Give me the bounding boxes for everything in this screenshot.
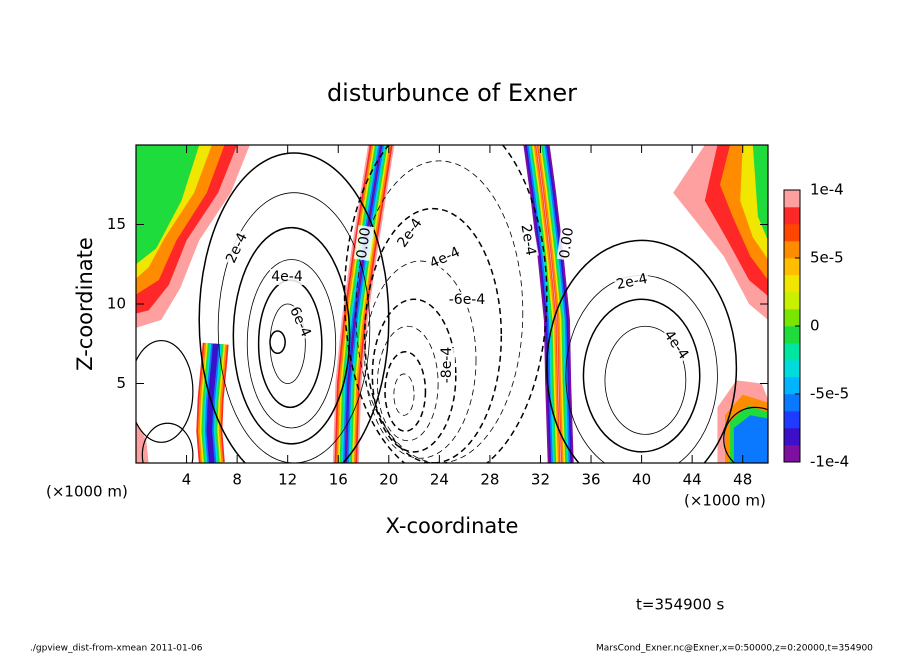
contour-label: 2e-4	[615, 271, 649, 293]
contour-line	[565, 275, 718, 463]
colorbar-band	[784, 258, 800, 276]
contour-line	[217, 192, 371, 463]
contour-line	[384, 350, 427, 432]
colorbar-tick-label: -5e-5	[810, 385, 849, 403]
plot-area	[136, 145, 768, 463]
contour-line	[546, 239, 738, 463]
color-region	[136, 145, 200, 265]
colorbar-band	[784, 241, 800, 259]
contour-label-bg	[613, 270, 651, 294]
contour-label: 6e-4	[286, 304, 314, 339]
colorbar-band	[784, 207, 800, 225]
contour-label: 4e-4	[427, 244, 462, 272]
contour-line	[141, 422, 194, 463]
x-tick-label: 4	[182, 471, 192, 489]
color-region	[752, 145, 768, 241]
colorbar-band	[784, 343, 800, 361]
colorbar-tick-label: 1e-4	[810, 181, 844, 199]
colorbar-band	[784, 428, 800, 446]
contour-line	[257, 279, 323, 409]
x-tick-label: 24	[430, 471, 449, 489]
contour-label-bg	[285, 303, 315, 341]
contour-label-bg	[450, 292, 484, 308]
x-tick-label: 16	[329, 471, 348, 489]
x-axis-label: X-coordinate	[386, 514, 519, 538]
x-tick-label: 48	[733, 471, 752, 489]
contour-label: -6e-4	[449, 292, 486, 308]
x-tick-label: 36	[581, 471, 600, 489]
colorbar-tick-label: 0	[810, 317, 820, 335]
contour-label: -8e-4	[439, 347, 455, 384]
contour-line	[246, 259, 337, 429]
contour-line	[269, 330, 286, 355]
colorbar-band	[784, 360, 800, 378]
contour-line	[723, 406, 768, 463]
x-unit-label: (×1000 m)	[684, 492, 766, 510]
colorbar-tick-label: 5e-5	[810, 249, 844, 267]
colorbar-band	[784, 292, 800, 310]
colorbar-band	[784, 309, 800, 327]
footer-right: MarsCond_Exner.nc@Exner,x=0:50000,z=0:20…	[596, 644, 873, 654]
colorbar-band	[784, 224, 800, 242]
colorbar-band	[784, 326, 800, 344]
contour-label-bg	[439, 348, 455, 382]
contour-label-bg	[556, 225, 578, 261]
x-tick-label: 20	[379, 471, 398, 489]
contour-line	[355, 160, 524, 463]
color-streak	[536, 145, 562, 463]
contour-label-bg	[353, 225, 375, 261]
time-label: t=354900 s	[636, 596, 724, 614]
contour-label: 0.00	[354, 226, 374, 259]
x-tick-label: 12	[278, 471, 297, 489]
contour-label-bg	[426, 243, 464, 273]
x-tick-label: 32	[531, 471, 550, 489]
contour-line	[371, 298, 457, 453]
contour-label: 2e-4	[517, 223, 538, 257]
contour-line	[343, 145, 548, 463]
colorbar-band	[784, 394, 800, 412]
x-tick-label: 28	[480, 471, 499, 489]
contour-line	[393, 373, 415, 416]
color-region	[136, 423, 149, 463]
colorbar-band	[784, 190, 800, 208]
contour-line	[136, 339, 194, 443]
contour-line	[364, 207, 503, 463]
y-tick-label: 5	[116, 374, 126, 392]
x-tick-label: 40	[632, 471, 651, 489]
x-tick-label: 8	[232, 471, 242, 489]
contour-line	[198, 152, 390, 463]
contour-label-bg	[222, 229, 252, 267]
y-axis-label: Z-coordinate	[73, 237, 97, 371]
x-tick-label: 44	[683, 471, 702, 489]
colorbar-band	[784, 445, 800, 463]
contour-label-bg	[270, 269, 304, 285]
y-tick-label: 10	[107, 295, 126, 313]
contour-line	[364, 260, 477, 459]
colorbar-band	[784, 275, 800, 293]
color-streak	[345, 145, 382, 463]
contour-line	[232, 226, 351, 445]
contour-line	[604, 325, 687, 435]
chart-title: disturbunce of Exner	[327, 79, 577, 107]
x-unit-label: (×1000 m)	[46, 483, 128, 501]
contour-label-bg	[659, 326, 693, 364]
footer-left: ./gpview_dist-from-xmean 2011-01-06	[30, 644, 203, 654]
contour-line	[377, 325, 439, 442]
contour-label: 4e-4	[271, 269, 303, 285]
color-region	[733, 415, 768, 463]
contour-label: 0.00	[557, 226, 577, 259]
colorbar-band	[784, 377, 800, 395]
contour-line	[582, 298, 701, 453]
y-tick-label: 15	[107, 215, 126, 233]
colorbar-tick-label: -1e-4	[810, 453, 849, 471]
contour-label-bg	[517, 221, 539, 259]
colorbar-band	[784, 411, 800, 429]
contour-label: 2e-4	[223, 230, 251, 265]
contour-label-bg	[393, 214, 427, 252]
